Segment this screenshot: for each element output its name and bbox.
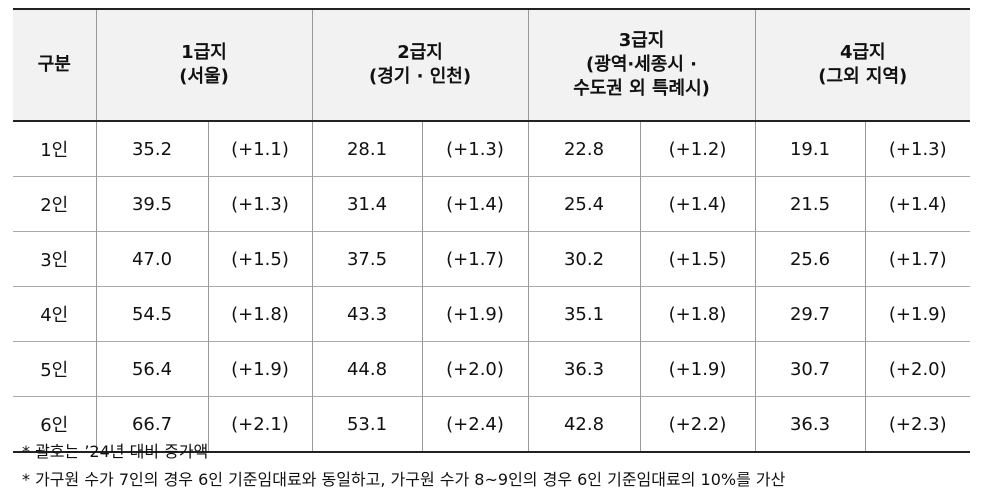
table-cell: (+1.3) xyxy=(421,120,529,177)
table-cell: (+1.9) xyxy=(864,286,971,342)
table-cell: 6인 xyxy=(13,396,96,452)
table-cell: (+1.9) xyxy=(207,341,313,397)
header-row: 구분 1급지 (서울) 2급지 (경기 · 인천) 3급지 (광역·세종시 · 수도권 외 특… xyxy=(13,9,971,122)
header-cell: 3급지 (광역·세종시 · 수도권 외 특례시) xyxy=(527,9,756,122)
table-cell: 43.3 xyxy=(311,286,423,342)
table-cell: (+1.4) xyxy=(864,176,971,232)
table-cell: 66.7 xyxy=(95,396,208,452)
table-cell: (+1.1) xyxy=(207,120,313,177)
table-row: 6인 66.7 (+2.1) 53.1 (+2.4) 42.8 (+2.2) 36.3 (+2.… xyxy=(13,396,971,452)
table-cell: (+2.0) xyxy=(421,341,529,397)
table-cell: (+1.5) xyxy=(207,231,313,287)
table-cell: 36.3 xyxy=(527,341,641,397)
table-cell: 35.2 xyxy=(95,120,208,177)
table-cell: (+2.0) xyxy=(864,341,971,397)
note: * 괄호는 ’24년 대비 증가액 xyxy=(22,442,209,461)
header-text: 수도권 외 특례시) xyxy=(573,78,710,99)
table-cell: 3인 xyxy=(13,231,96,287)
header-text: (서울) xyxy=(179,66,229,87)
table-cell: 4인 xyxy=(13,286,96,342)
table-cell: (+1.9) xyxy=(639,341,756,397)
header-cell: 4급지 (그외 지역) xyxy=(754,9,971,122)
table-cell: 30.2 xyxy=(527,231,641,287)
table-cell: (+1.8) xyxy=(207,286,313,342)
table-cell: (+1.2) xyxy=(639,120,756,177)
header-cell: 1급지 (서울) xyxy=(95,9,313,122)
table-cell: 47.0 xyxy=(95,231,208,287)
table-cell: 2인 xyxy=(13,176,96,232)
table-cell: 21.5 xyxy=(754,176,866,232)
table-cell: 1인 xyxy=(13,120,96,177)
table-row: 2인 39.5 (+1.3) 31.4 (+1.4) 25.4 (+1.4) 21.5 (+1.… xyxy=(13,176,971,232)
table-cell: (+1.4) xyxy=(421,176,529,232)
header-text: 2급지 xyxy=(397,42,443,63)
table-cell: (+1.3) xyxy=(864,120,971,177)
table-cell: (+2.2) xyxy=(639,396,756,452)
header-text: 구분 xyxy=(37,54,71,75)
table-cell: 39.5 xyxy=(95,176,208,232)
table-cell: 35.1 xyxy=(527,286,641,342)
table-cell: 5인 xyxy=(13,341,96,397)
table-cell: 30.7 xyxy=(754,341,866,397)
table-cell: 36.3 xyxy=(754,396,866,452)
table-cell: 37.5 xyxy=(311,231,423,287)
table-cell: 31.4 xyxy=(311,176,423,232)
table-row: 5인 56.4 (+1.9) 44.8 (+2.0) 36.3 (+1.9) 30.7 (+2.… xyxy=(13,341,971,397)
table-cell: 44.8 xyxy=(311,341,423,397)
header-text: 4급지 xyxy=(839,42,886,63)
header-text: (광역·세종시 · xyxy=(586,54,698,75)
table-cell: 25.4 xyxy=(527,176,641,232)
table-cell: 25.6 xyxy=(754,231,866,287)
table-cell: (+2.1) xyxy=(207,396,313,452)
header-text: 1급지 xyxy=(181,42,227,63)
table-cell: 42.8 xyxy=(527,396,641,452)
notes: * 괄호는 ’24년 대비 증가액 * 가구원 수가 7인의 경우 6인 기준임대… xyxy=(22,438,785,494)
table-row: 1인 35.2 (+1.1) 28.1 (+1.3) 22.8 (+1.2) 19.1 (+1.… xyxy=(13,120,971,177)
table-cell: (+2.3) xyxy=(864,396,971,452)
table-cell: 53.1 xyxy=(311,396,423,452)
table-cell: (+1.7) xyxy=(864,231,971,287)
table-cell: (+1.7) xyxy=(421,231,529,287)
table-cell: 28.1 xyxy=(311,120,423,177)
table-body: 1인 35.2 (+1.1) 28.1 (+1.3) 22.8 (+1.2) 19.1 (+1.… xyxy=(13,120,971,452)
rent-table: 구분 1급지 (서울) 2급지 (경기 · 인천) 3급지 (광역·세종시 · 수도권 외 특… xyxy=(13,8,971,453)
table-cell: 29.7 xyxy=(754,286,866,342)
table-cell: (+1.5) xyxy=(639,231,756,287)
header-text: 3급지 xyxy=(618,30,665,51)
header-text: (그외 지역) xyxy=(818,66,908,87)
table-cell: 19.1 xyxy=(754,120,866,177)
note: * 가구원 수가 7인의 경우 6인 기준임대료와 동일하고, 가구원 수가 8… xyxy=(22,470,786,489)
table-cell: 22.8 xyxy=(527,120,641,177)
table-cell: (+1.9) xyxy=(421,286,529,342)
table-row: 3인 47.0 (+1.5) 37.5 (+1.7) 30.2 (+1.5) 25.6 (+1.… xyxy=(13,231,971,287)
header-text: (경기 · 인천) xyxy=(368,66,472,87)
table-cell: 54.5 xyxy=(95,286,208,342)
header-cell: 2급지 (경기 · 인천) xyxy=(311,9,529,122)
header-cell: 구분 xyxy=(13,9,96,122)
table-cell: (+1.8) xyxy=(639,286,756,342)
table-cell: (+1.3) xyxy=(207,176,313,232)
table-cell: 56.4 xyxy=(95,341,208,397)
table-cell: (+1.4) xyxy=(639,176,756,232)
table-row: 4인 54.5 (+1.8) 43.3 (+1.9) 35.1 (+1.8) 29.7 (+1.… xyxy=(13,286,971,342)
table-cell: (+2.4) xyxy=(421,396,529,452)
